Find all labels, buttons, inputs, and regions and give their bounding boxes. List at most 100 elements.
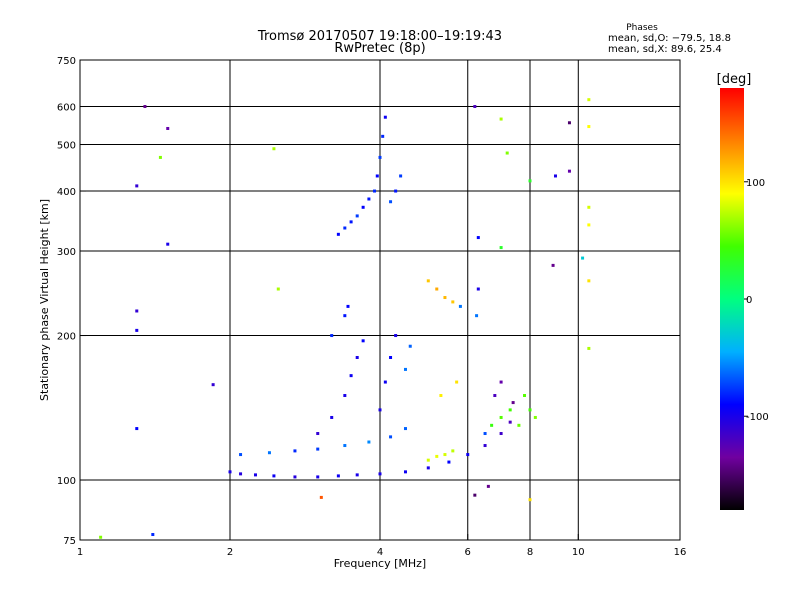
x-axis-label: Frequency [MHz] [334,557,426,570]
data-point [528,498,532,502]
data-point [508,408,512,412]
data-point [239,453,243,457]
data-point [443,453,447,457]
data-point [378,408,382,412]
data-point [475,314,479,318]
data-point [228,470,232,474]
data-point [135,309,139,313]
data-point [447,460,451,464]
data-point [361,339,365,343]
data-point [587,279,591,283]
data-point [499,246,503,250]
data-point [272,474,276,478]
data-point [394,189,398,193]
data-point [378,155,382,159]
data-point [343,226,347,230]
y-tick-label: 400 [57,187,76,198]
data-point [587,223,591,227]
y-tick-label: 100 [57,476,76,487]
y-axis-label: Stationary phase Virtual Height [km] [38,199,51,401]
data-point [551,263,555,267]
y-tick-label: 750 [57,56,76,67]
data-point [426,458,430,462]
data-point [330,415,334,419]
data-point [389,355,393,359]
data-point [473,493,477,497]
data-point [143,105,147,109]
data-point [517,423,521,427]
data-point [528,179,532,183]
data-point [336,232,340,236]
data-point [533,415,537,419]
data-point [349,374,353,378]
data-point [135,427,139,431]
colorbar-label: [deg] [717,72,752,87]
axis-ticks: 1 2 4 6 8 10 16 75 100 200 300 400 500 600 750 [57,56,686,558]
data-point [151,533,155,537]
stats-line-x: mean, sd,X: 89.6, 25.4 [608,44,722,55]
data-point [528,408,532,412]
data-point [316,447,320,451]
data-point [476,287,480,291]
data-point [367,197,371,201]
data-point [499,380,503,384]
data-point [135,184,139,188]
data-point [451,300,455,304]
x-tick-label: 2 [227,547,233,558]
data-point [378,472,382,476]
x-tick-label: 1 [77,547,83,558]
data-point [587,346,591,350]
data-point [426,466,430,470]
data-point [373,189,377,193]
data-point [389,200,393,204]
data-point [355,214,359,218]
data-point [316,432,320,436]
data-point [239,472,243,476]
colorbar-tick-label: 100 [746,178,765,189]
data-point [367,440,371,444]
stats-heading: Phases [626,23,658,33]
data-point [553,174,557,178]
data-point [435,454,439,458]
x-tick-label: 4 [377,547,383,558]
colorbar-tick-label: -100 [746,412,769,423]
data-point [293,475,297,479]
colorbar-ticks: 100 0 -100 [744,178,769,423]
data-point [483,432,487,436]
data-point [272,147,276,151]
data-point [343,394,347,398]
data-point [587,205,591,209]
data-point [567,169,571,173]
x-tick-label: 8 [527,547,533,558]
chart-title-line1: Tromsø 20170507 19:18:00–19:19:43 [257,29,502,44]
x-tick-label: 16 [674,547,687,558]
data-point [483,444,487,448]
y-tick-label: 200 [57,332,76,343]
data-point [158,155,162,159]
data-point [336,474,340,478]
data-point [493,394,497,398]
data-point [403,367,407,371]
data-point [511,401,515,405]
data-point [403,470,407,474]
data-point [383,380,387,384]
data-point [523,394,527,398]
grid-lines [80,60,680,540]
data-point [375,174,379,178]
data-point [499,415,503,419]
data-point [490,423,494,427]
data-point [293,449,297,453]
data-point [458,304,462,308]
colorbar [720,88,744,510]
data-point [346,304,350,308]
x-tick-label: 6 [465,547,471,558]
y-tick-label: 75 [63,536,76,547]
data-point [473,105,477,109]
colorbar-tick-label: 0 [746,295,752,306]
data-point [435,287,439,291]
data-point [316,475,320,479]
data-point [408,344,412,348]
data-point [505,151,509,155]
data-point [355,473,359,477]
data-point [587,98,591,102]
